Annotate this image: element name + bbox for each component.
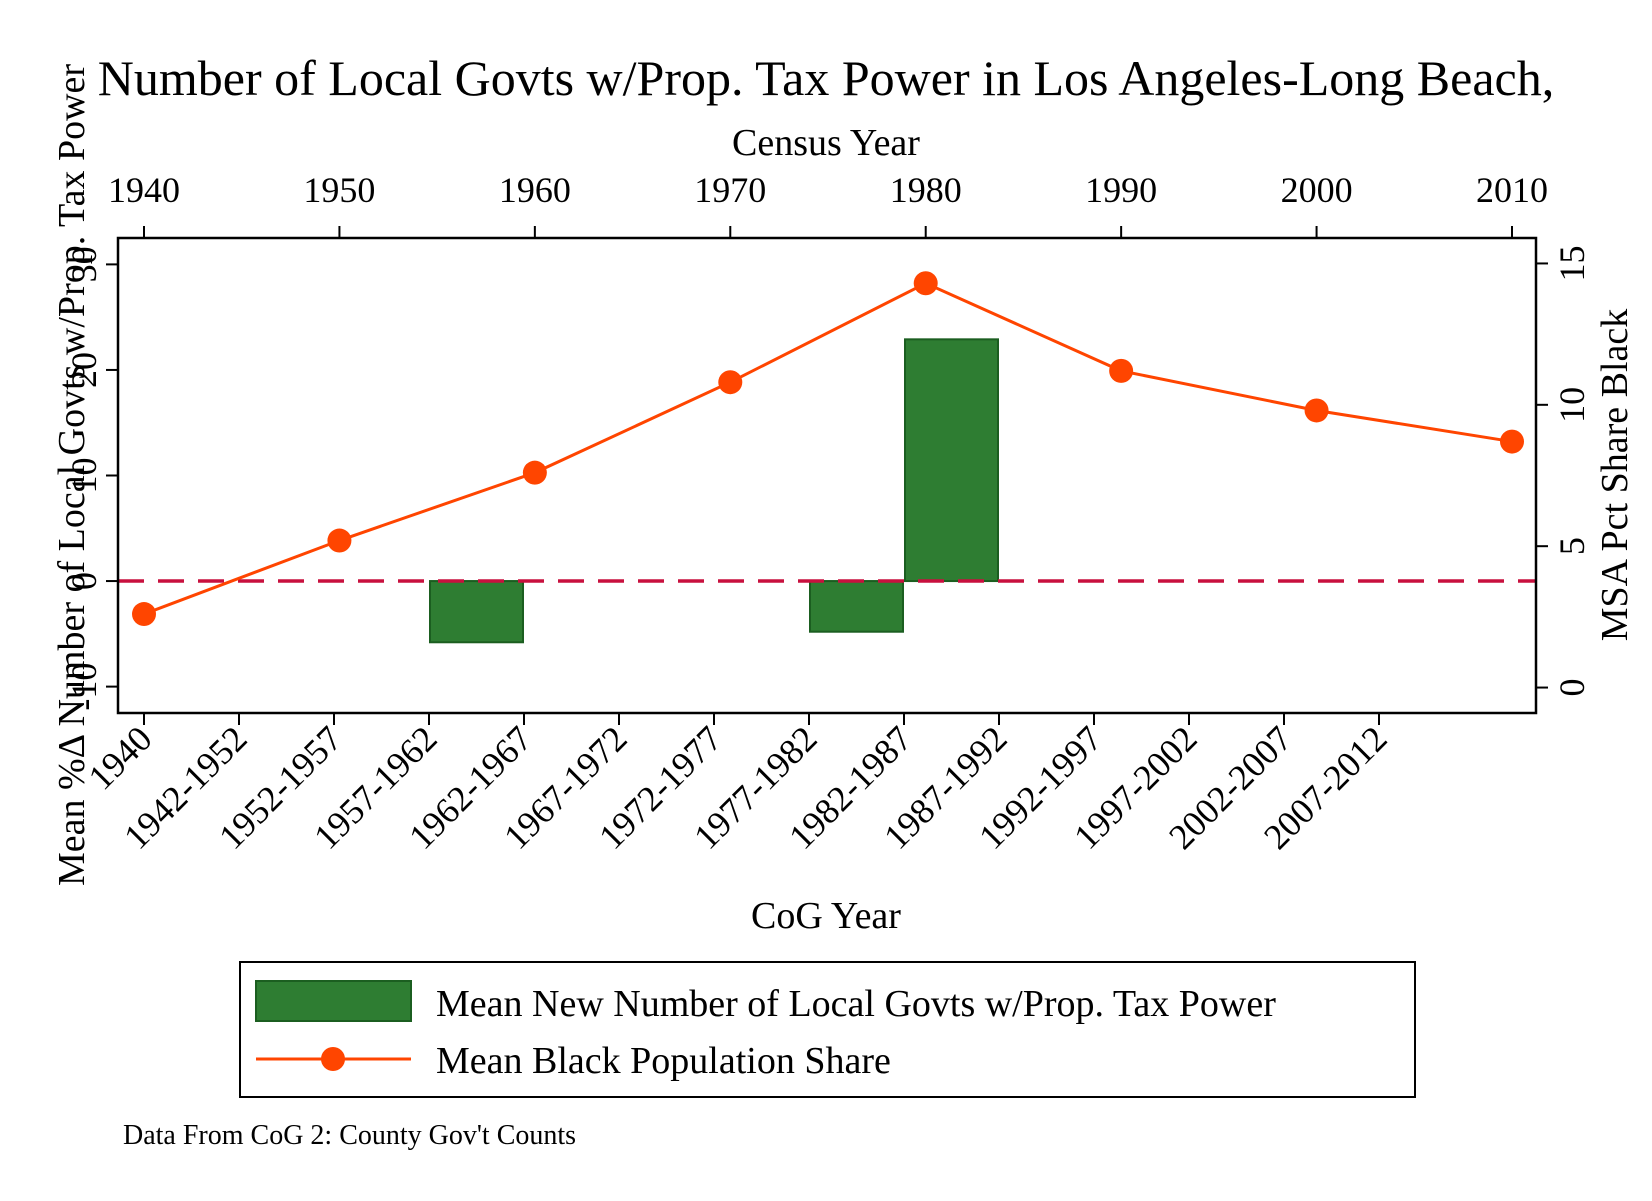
bar [809, 580, 904, 633]
top-axis-title: Census Year [732, 122, 920, 164]
legend-line-label: Mean Black Population Share [436, 1040, 891, 1082]
legend-line-marker [321, 1047, 345, 1071]
right-axis-tick-label: 10 [1552, 387, 1592, 423]
right-axis-tick-label: 0 [1552, 679, 1592, 697]
left-axis-title: Mean %Δ Number of Local Govts w/Prop. Ta… [51, 64, 93, 886]
bar [904, 338, 999, 583]
left-axis-tick-label: 30 [64, 246, 104, 282]
bottom-axis-title: CoG Year [751, 895, 901, 937]
legend: Mean New Number of Local Govts w/Prop. T… [239, 961, 1416, 1098]
legend-bar-swatch [255, 980, 412, 1022]
bars [429, 338, 999, 644]
top-axis: 1940 1950 1960 1970 1980 1990 2000 2010 [108, 170, 1548, 238]
top-axis-tick-label: 1960 [499, 170, 571, 210]
top-axis-tick-label: 1990 [1085, 170, 1157, 210]
legend-frame [239, 961, 1416, 1098]
right-axis: 0 5 10 15 [1536, 245, 1592, 697]
bottom-axis: 19401942-19521952-19571957-19621962-1967… [80, 713, 1395, 857]
right-axis-tick-label: 15 [1552, 245, 1592, 281]
line-series [132, 271, 1524, 627]
chart-title: Number of Local Govts w/Prop. Tax Power … [98, 50, 1554, 106]
top-axis-tick-label: 1940 [108, 170, 180, 210]
top-axis-tick-label: 2000 [1281, 170, 1353, 210]
series-point [132, 602, 156, 627]
source-note: Data From CoG 2: County Gov't Counts [123, 1120, 576, 1151]
top-axis-tick-label: 1980 [890, 170, 962, 210]
right-axis-tick-label: 5 [1552, 537, 1592, 555]
left-axis: -10 0 10 20 30 [64, 246, 118, 711]
right-axis-title: MSA Pct Share Black [1594, 309, 1636, 641]
series-point [1500, 429, 1524, 454]
series-line [143, 281, 1513, 616]
left-axis-tick-label: 20 [64, 352, 104, 388]
top-axis-tick-label: 1950 [303, 170, 375, 210]
series-point [913, 271, 938, 296]
plot-frame [116, 236, 1538, 715]
series-point [1109, 358, 1134, 383]
legend-bar-label: Mean New Number of Local Govts w/Prop. T… [436, 983, 1276, 1025]
top-axis-tick-label: 1970 [694, 170, 766, 210]
left-axis-tick-label: -10 [64, 663, 104, 711]
series-point [327, 528, 352, 553]
left-axis-tick-label: 10 [64, 458, 104, 494]
series-point [718, 370, 743, 395]
top-axis-tick-label: 2010 [1476, 170, 1548, 210]
series-point [1304, 398, 1329, 423]
bar [429, 580, 524, 644]
series-point [522, 460, 547, 485]
left-axis-tick-label: 0 [64, 572, 104, 590]
